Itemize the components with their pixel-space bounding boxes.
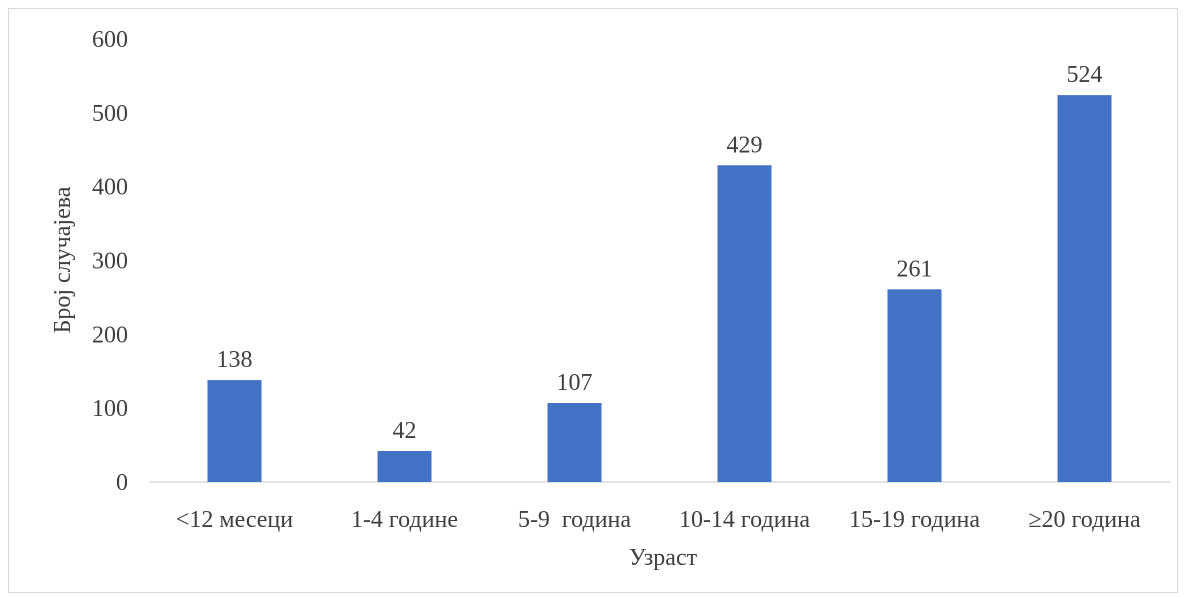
bar [717, 165, 772, 482]
data-label: 107 [557, 370, 593, 396]
data-label: 138 [217, 347, 253, 373]
bars [207, 95, 1112, 482]
y-tick-label: 600 [92, 27, 128, 53]
category-label: 5-9 година [518, 507, 631, 533]
chart-frame [8, 8, 1178, 593]
category-label: 10-14 година [679, 507, 810, 533]
y-tick-label: 100 [92, 396, 128, 422]
bar [547, 402, 602, 482]
bar [1057, 95, 1112, 482]
category-label: ≥20 година [1028, 507, 1141, 533]
data-labels: 138 42 107 429 261 524 [217, 62, 1103, 444]
y-tick-label: 300 [92, 249, 128, 275]
y-axis-ticks: 0 100 200 300 400 500 600 [92, 27, 128, 496]
y-tick-label: 500 [92, 101, 128, 127]
bar [377, 450, 432, 482]
data-label: 261 [897, 256, 933, 282]
category-labels: <12 месеци 1-4 године 5-9 година 10-14 годи… [176, 507, 1141, 533]
y-tick-label: 200 [92, 322, 128, 348]
y-tick-label: 0 [116, 470, 128, 496]
bar [887, 289, 942, 482]
y-tick-label: 400 [92, 175, 128, 201]
category-label: 15-19 година [849, 507, 980, 533]
data-label: 429 [727, 132, 763, 158]
category-label: <12 месеци [176, 507, 293, 533]
category-label: 1-4 године [351, 507, 458, 533]
data-label: 524 [1067, 62, 1103, 88]
data-label: 42 [393, 418, 417, 444]
x-axis-title: Узраст [629, 545, 698, 571]
y-axis-title: Број случајева [50, 186, 76, 333]
bar [207, 380, 262, 482]
